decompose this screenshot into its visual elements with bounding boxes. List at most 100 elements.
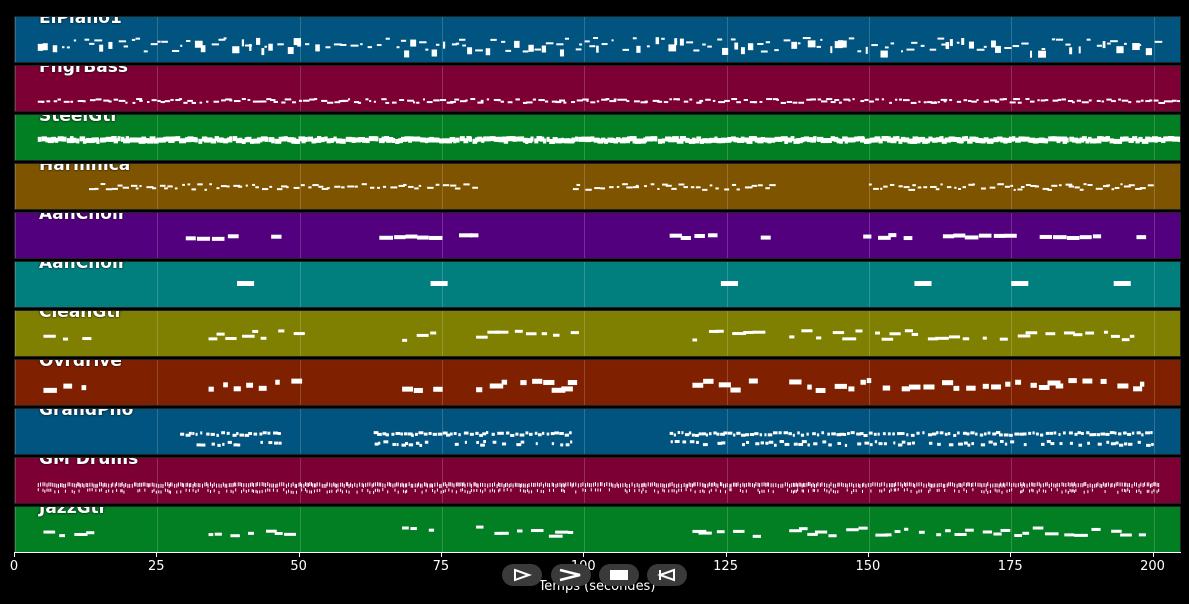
note [726,483,728,488]
note [197,488,199,492]
note [120,136,125,142]
note [841,40,847,48]
track-row[interactable]: GrandPno [14,408,1181,455]
note [716,530,725,534]
note [707,483,709,488]
note [480,443,485,447]
stop-button[interactable] [599,564,639,586]
note [1011,488,1013,492]
play-button[interactable] [551,564,591,586]
note [940,98,948,101]
note [980,187,986,190]
note [104,482,106,487]
track-row[interactable]: CleanGtr [14,310,1181,357]
note [330,137,334,143]
note [864,98,869,101]
note [404,490,406,494]
note [836,433,842,437]
note [514,40,520,48]
note [459,100,467,103]
track-row[interactable]: JazzGtr [14,506,1181,553]
note [809,482,811,487]
note [91,488,93,492]
note [1023,443,1027,447]
track-row[interactable]: FngrBass [14,65,1181,112]
back-button[interactable] [647,564,687,586]
note [571,101,576,104]
note [580,483,582,488]
note [1136,100,1141,103]
rewind-button[interactable] [502,564,542,586]
note [662,183,668,186]
note [236,432,239,436]
note [663,489,665,493]
note [1163,100,1170,103]
note [401,482,403,487]
note [944,432,948,436]
note [1073,333,1083,337]
note [95,488,97,492]
note [561,137,565,143]
note [734,42,739,50]
note [174,187,178,190]
note [1146,443,1151,447]
note [879,489,881,493]
note [1019,432,1025,436]
track-row[interactable]: Ovrdrive [14,359,1181,406]
gridline [1153,507,1155,552]
note [850,137,856,143]
note [898,185,903,188]
gridline [726,17,728,62]
note [849,482,851,487]
note [269,185,273,188]
note [241,482,243,487]
note [821,431,825,435]
note [807,384,812,390]
track-row[interactable]: AahChoir [14,261,1181,308]
note [534,482,536,487]
note [131,38,136,41]
note [1002,98,1007,101]
note [905,482,907,487]
note [102,137,107,143]
note [743,330,754,334]
note [516,443,522,447]
note [158,490,160,494]
note [327,101,334,104]
note [477,101,484,104]
note [316,136,322,142]
note [964,136,969,142]
note [235,482,237,487]
note [199,101,203,104]
track-row[interactable]: ElPiano1 [14,16,1181,63]
track-row[interactable]: AahChoir [14,212,1181,259]
note [171,136,176,142]
note [523,483,525,488]
track-row[interactable]: SteelGtr [14,114,1181,161]
note [1065,489,1067,493]
note [103,99,110,102]
note [369,482,371,487]
note [407,99,414,102]
note [1121,482,1123,487]
note [1096,99,1101,102]
note [780,101,786,104]
note [301,138,306,144]
note [304,136,308,142]
note [1041,48,1046,51]
note [743,98,748,101]
track-row[interactable]: Harmnica [14,163,1181,210]
note [689,98,693,101]
track-row[interactable]: GM Drums [14,457,1181,504]
note [800,137,805,143]
note [574,136,579,142]
note [85,482,87,487]
note [439,483,441,488]
note [522,50,529,53]
note [137,482,139,487]
note [702,482,704,487]
note [117,136,121,142]
note [493,98,501,101]
note [62,46,65,49]
note [632,186,640,189]
